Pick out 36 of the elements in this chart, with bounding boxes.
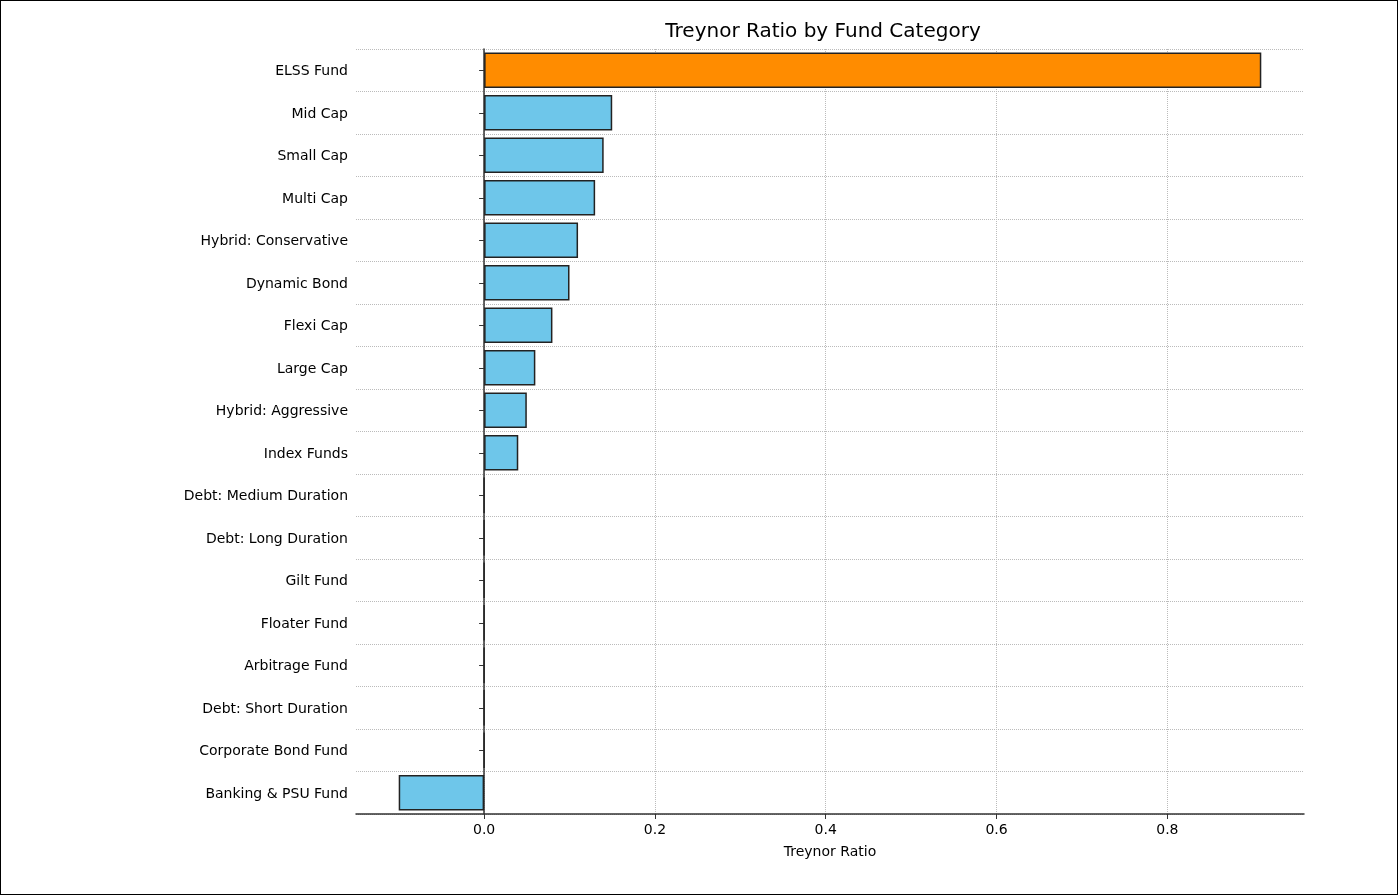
y-tick-label: Corporate Bond Fund	[199, 742, 348, 759]
x-tick-label: 0.8	[1156, 821, 1179, 837]
y-tick-label: Flexi Cap	[283, 317, 349, 334]
y-tick-label: Small Cap	[277, 147, 349, 164]
y-tick-label: Large Cap	[276, 359, 349, 376]
y-tick-label: Debt: Long Duration	[205, 529, 348, 546]
y-tick-label: Debt: Medium Duration	[183, 487, 348, 504]
x-tick-label: 0.0	[472, 821, 496, 837]
bar	[484, 179, 596, 216]
y-tick-label: Multi Cap	[282, 189, 349, 206]
x-tick-label: 0.6	[985, 821, 1008, 837]
x-tick-label: 0.2	[643, 821, 667, 837]
bar	[484, 434, 519, 471]
x-tick-label: 0.4	[814, 821, 837, 837]
bar	[398, 774, 485, 811]
y-tick-label: Banking & PSU Fund	[205, 784, 348, 801]
y-tick-label: Index Funds	[263, 444, 348, 461]
y-tick-label: Gilt Fund	[285, 572, 348, 589]
bar	[484, 52, 1262, 89]
bar	[484, 307, 553, 344]
bar	[484, 264, 570, 301]
bar	[484, 94, 613, 131]
y-tick-label: Debt: Short Duration	[202, 699, 348, 716]
x-axis-title: Treynor Ratio	[782, 843, 877, 859]
y-tick-label: Arbitrage Fund	[244, 657, 348, 674]
y-tick-label: Hybrid: Aggressive	[215, 402, 348, 419]
y-tick-label: Floater Fund	[260, 614, 348, 631]
y-tick-label: ELSS Fund	[275, 62, 348, 79]
y-tick-label: Hybrid: Conservative	[200, 232, 348, 249]
y-tick-label: Mid Cap	[291, 104, 349, 121]
bar	[484, 137, 604, 174]
bar	[484, 392, 527, 429]
chart-title: Treynor Ratio by Fund Category	[664, 18, 981, 42]
bar	[484, 349, 536, 386]
bar	[484, 222, 579, 259]
y-tick-label: Dynamic Bond	[245, 274, 348, 291]
